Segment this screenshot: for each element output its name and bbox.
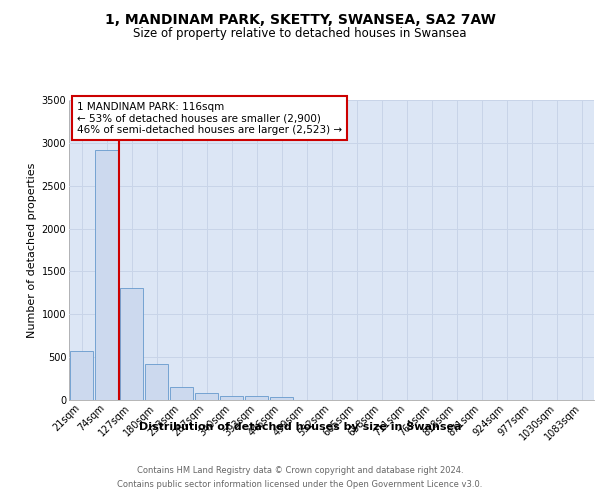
Text: Distribution of detached houses by size in Swansea: Distribution of detached houses by size …	[139, 422, 461, 432]
Bar	[195, 393, 218, 400]
Text: Contains HM Land Registry data © Crown copyright and database right 2024.: Contains HM Land Registry data © Crown c…	[137, 466, 463, 475]
Bar	[120, 288, 143, 400]
Text: 1, MANDINAM PARK, SKETTY, SWANSEA, SA2 7AW: 1, MANDINAM PARK, SKETTY, SWANSEA, SA2 7…	[104, 12, 496, 26]
Bar	[70, 350, 93, 400]
Text: 1 MANDINAM PARK: 116sqm
← 53% of detached houses are smaller (2,900)
46% of semi: 1 MANDINAM PARK: 116sqm ← 53% of detache…	[77, 102, 342, 134]
Text: Contains public sector information licensed under the Open Government Licence v3: Contains public sector information licen…	[118, 480, 482, 489]
Bar	[220, 396, 243, 400]
Bar	[245, 396, 268, 400]
Y-axis label: Number of detached properties: Number of detached properties	[28, 162, 37, 338]
Bar	[270, 397, 293, 400]
Bar	[95, 150, 118, 400]
Text: Size of property relative to detached houses in Swansea: Size of property relative to detached ho…	[133, 28, 467, 40]
Bar	[170, 386, 193, 400]
Bar	[145, 364, 168, 400]
